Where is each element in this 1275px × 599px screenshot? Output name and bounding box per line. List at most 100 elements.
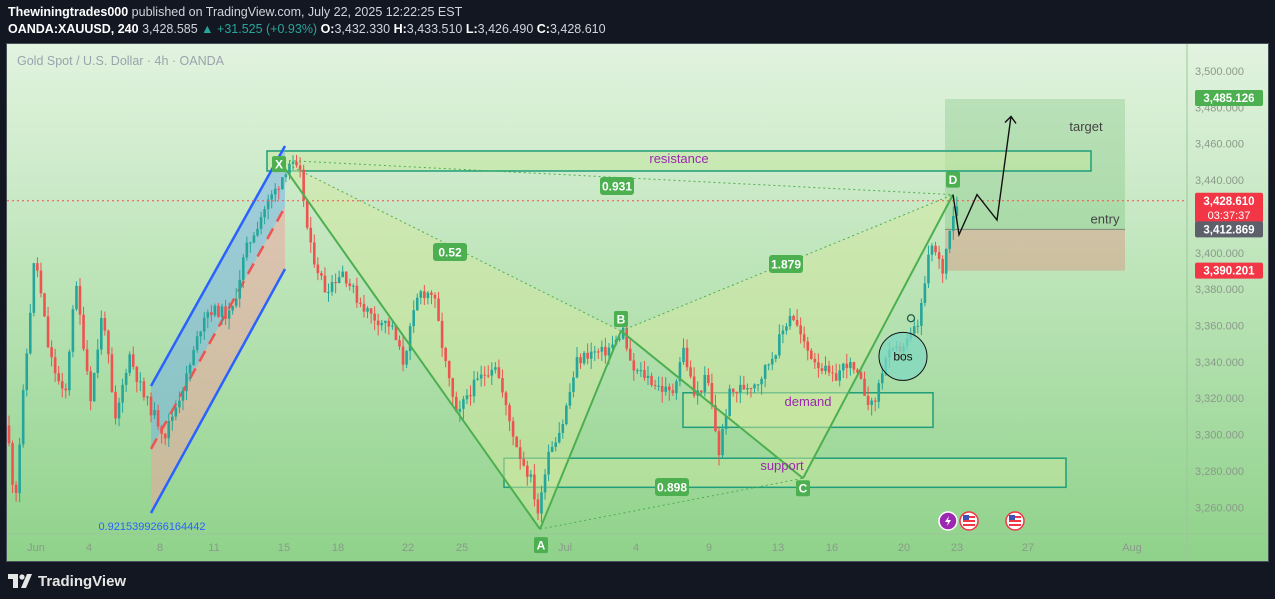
low-label: L: — [465, 22, 478, 36]
bos-marker — [906, 314, 916, 323]
candle-body — [210, 312, 213, 316]
price-chart[interactable]: 0.931 0.52 1.879 0.898 X A B C D bos resistance… — [7, 44, 1268, 561]
candle-body — [841, 363, 845, 371]
candle-body — [323, 275, 327, 293]
zones-layer — [266, 99, 1125, 489]
countdown-text: 03:37:37 — [1208, 210, 1251, 222]
time-tick-label: Jun — [27, 542, 45, 554]
candle-body — [85, 349, 89, 372]
time-tick-label: 27 — [1022, 542, 1034, 554]
point-tag-bg — [946, 171, 960, 188]
candle-body — [89, 371, 92, 402]
candle-body — [192, 349, 195, 365]
candle-body — [266, 199, 270, 210]
price-axis[interactable]: 3,500.0003,480.0003,460.0003,440.0003,42… — [1195, 66, 1244, 514]
us-flag-event-icon[interactable] — [959, 511, 979, 531]
candle-body — [746, 388, 749, 390]
candle-body — [849, 362, 852, 369]
chart-title: Gold Spot / U.S. Dollar · 4h · OANDA — [17, 54, 225, 68]
last-price: 3,428.585 — [142, 22, 198, 36]
price-tags: 3,485.126 3,428.610 03:37:37 3,412.869 3,390… — [1195, 90, 1263, 279]
price-tag-bg — [1195, 192, 1263, 223]
candle-body — [103, 317, 107, 331]
bos-circle[interactable] — [878, 331, 928, 381]
price-tick-label: 3,460.000 — [1195, 139, 1244, 151]
candle-body — [508, 405, 511, 422]
candle-body — [582, 352, 586, 364]
open-label: O: — [320, 22, 335, 36]
candle-body — [245, 242, 249, 258]
entry-label: entry — [1091, 211, 1120, 226]
candle-body — [355, 285, 359, 303]
candle-body — [344, 271, 348, 284]
ratio-tag-bg — [655, 478, 689, 496]
candle-body — [781, 330, 785, 335]
target-label: target — [1069, 119, 1103, 134]
published-text: published on TradingView.com, July 22, 2… — [128, 5, 463, 19]
author-name[interactable]: Thewiningtrades000 — [8, 5, 129, 19]
chart-frame[interactable]: 0.931 0.52 1.879 0.898 X A B C D bos resistance… — [6, 43, 1269, 562]
candle-body — [852, 362, 856, 370]
candle-body — [767, 364, 770, 366]
price-tick-label: 3,320.000 — [1195, 393, 1244, 405]
harmonic-pattern[interactable] — [279, 160, 953, 530]
candle-body — [703, 374, 707, 393]
candle-body — [29, 312, 32, 354]
candle-body — [458, 408, 462, 412]
tradingview-logo[interactable]: TradingView — [8, 570, 126, 592]
candle-body — [380, 322, 384, 326]
candle-body — [927, 254, 930, 284]
candle-body — [398, 340, 401, 347]
candles — [7, 154, 959, 523]
candle-body — [653, 385, 657, 387]
candle-body — [763, 365, 767, 379]
candle-body — [178, 400, 181, 408]
resistance-label: resistance — [649, 151, 708, 166]
price-tick-label: 3,260.000 — [1195, 502, 1244, 514]
candle-body — [810, 350, 813, 359]
candle-body — [199, 331, 202, 337]
candle-body — [937, 252, 941, 259]
candle-body — [561, 424, 565, 433]
candle-body — [565, 405, 568, 425]
candle-body — [60, 381, 64, 389]
candle-body — [778, 334, 781, 356]
candle-body — [57, 373, 60, 382]
time-tick-label: 22 — [402, 542, 414, 554]
candle-body — [163, 433, 167, 439]
candle-body — [238, 279, 242, 299]
candle-body — [366, 308, 369, 312]
stop-zone — [945, 229, 1125, 271]
candle-body — [572, 377, 575, 392]
ratio-tag-bg — [600, 177, 634, 195]
candle-body — [490, 369, 494, 376]
candle-body — [231, 305, 234, 311]
resistance-zone[interactable] — [266, 150, 1092, 172]
cd-leg — [802, 194, 954, 479]
open-value: 3,432.330 — [334, 22, 391, 36]
candle-body — [135, 366, 139, 382]
candle-body — [827, 365, 831, 373]
candle-body — [785, 326, 788, 331]
candle-body — [53, 357, 57, 374]
candle-body — [249, 242, 252, 244]
us-flag-event-icon[interactable] — [1005, 511, 1025, 531]
time-tick-label: 18 — [332, 542, 344, 554]
candle-body — [252, 235, 256, 243]
close-label: C: — [536, 22, 550, 36]
candle-body — [944, 248, 948, 274]
candle-body — [607, 347, 611, 356]
close-value: 3,428.610 — [549, 22, 606, 36]
candle-body — [25, 353, 29, 391]
candle-body — [597, 351, 600, 353]
candle-body — [405, 351, 408, 365]
fib-channel[interactable] — [149, 145, 287, 514]
time-axis[interactable]: Jun 4 8 11 15 18 22 25 Jul 4 9 13 16 20 23 27 Aug — [27, 542, 1142, 554]
price-tick-label: 3,400.000 — [1195, 248, 1244, 260]
xa-leg — [278, 159, 541, 530]
event-icons[interactable] — [938, 511, 1025, 531]
point-tag-bg — [272, 156, 286, 173]
flash-event-icon[interactable] — [938, 511, 958, 531]
candle-body — [36, 263, 39, 271]
candle-body — [714, 405, 717, 432]
